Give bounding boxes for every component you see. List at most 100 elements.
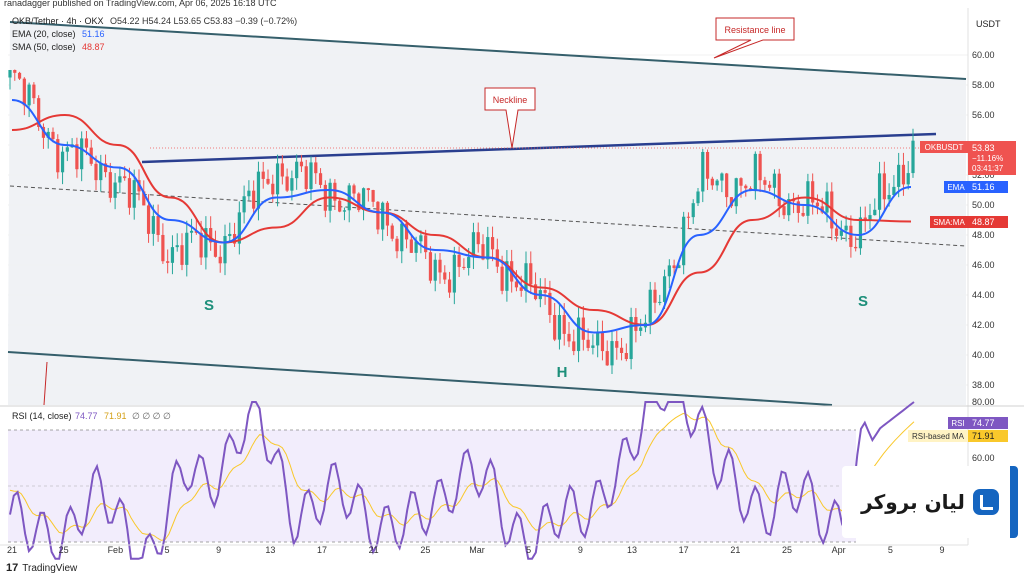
price-tick-label: 40.00	[972, 350, 995, 360]
candle-body	[734, 178, 738, 207]
candle-body	[99, 163, 103, 181]
candle-body	[710, 178, 714, 186]
candle-body	[438, 259, 442, 273]
time-tick-label: 9	[578, 545, 583, 555]
candle-body	[715, 180, 719, 186]
candle-body	[256, 171, 261, 209]
head-label: H	[557, 364, 568, 381]
candle-body	[385, 202, 390, 226]
price-tag-countdown: 03:41:37	[972, 164, 1004, 173]
candle-body	[686, 216, 691, 218]
candle-body	[8, 70, 12, 78]
sma-tag-value: 48.87	[972, 217, 995, 227]
footer-name: TradingView	[22, 562, 78, 574]
time-tick-label: 21	[7, 545, 17, 555]
ohlc-readout: O54.22 H54.24 L53.65 C53.83 −0.39 (−0.72…	[110, 16, 297, 26]
candle-body	[849, 225, 853, 247]
candle-body	[357, 193, 361, 211]
rsi-ma-tag-name: RSI-based MA	[912, 432, 965, 441]
candle-body	[815, 202, 820, 207]
time-tick-label: 5	[888, 545, 893, 555]
candle-body	[414, 241, 418, 253]
sma-tag-name: SMA:MA	[933, 218, 965, 227]
price-tick-label: 50.00	[972, 200, 995, 210]
candle-body	[333, 182, 337, 201]
candle-body	[901, 164, 906, 185]
brand-logo-icon	[972, 489, 999, 515]
candle-body	[204, 228, 208, 258]
candle-body	[725, 173, 729, 198]
candle-body	[811, 181, 815, 203]
resistance-line	[9, 21, 967, 80]
price-tick-label: 56.00	[972, 110, 995, 120]
candle-body	[658, 301, 662, 303]
candle-body	[443, 272, 447, 280]
candle-body	[782, 206, 786, 216]
ema-line	[11, 99, 912, 334]
candle-body	[123, 176, 127, 179]
candle-body	[533, 284, 538, 300]
candle-body	[624, 353, 628, 360]
resistance-callout-box	[713, 17, 795, 59]
candle-body	[605, 351, 609, 366]
ema-legend-value: 51.16	[82, 29, 105, 39]
candle-body	[586, 339, 590, 348]
candle-body	[118, 176, 122, 183]
candle-body	[170, 247, 175, 263]
candle-body	[591, 345, 595, 348]
candle-body	[639, 327, 643, 331]
candle-body	[46, 131, 50, 138]
tradingview-logo-icon: 17	[6, 562, 19, 574]
candle-body	[834, 228, 839, 236]
rsi-ma-tag-name-bg	[908, 430, 968, 442]
price-tick-label: 48.00	[972, 230, 995, 240]
candle-body	[189, 230, 194, 233]
candle-body	[768, 184, 772, 188]
rsi-tick-label: 80.00	[972, 397, 995, 407]
candle-body	[854, 246, 858, 249]
candle-body	[576, 317, 581, 352]
candle-body	[911, 140, 915, 174]
candle-body	[882, 173, 886, 200]
time-tick-label: 5	[164, 545, 169, 555]
time-axis: 21 25 Feb 5 9 13 17 21 25 Mar 5 9 13 17 21 25 Apr 5 9	[0, 544, 968, 555]
candle-body	[557, 315, 562, 340]
sma-legend: SMA (50, close)	[12, 42, 76, 52]
candle-body	[428, 252, 433, 281]
candle-body	[60, 151, 65, 173]
axis-currency: USDT	[976, 19, 1001, 29]
candle-body	[672, 265, 676, 269]
candle-body	[409, 239, 413, 253]
candle-body	[600, 331, 605, 352]
candle-body	[424, 235, 428, 253]
time-tick-label: 21	[730, 545, 740, 555]
support-line	[7, 351, 833, 406]
candle-body	[199, 232, 203, 258]
candle-body	[285, 176, 289, 191]
time-tick-label: Apr	[832, 545, 846, 555]
right-shoulder-label: S	[858, 293, 868, 310]
candle-body	[696, 191, 700, 204]
candle-body	[667, 265, 671, 277]
candle-body	[729, 197, 734, 207]
candle-body	[166, 261, 170, 263]
candle-body	[161, 234, 165, 262]
candle-body	[103, 163, 108, 173]
candle-body	[361, 188, 366, 211]
candle-body	[94, 163, 98, 181]
candle-body	[825, 191, 829, 213]
candle-body	[744, 185, 748, 189]
candle-body	[877, 173, 882, 210]
candle-body	[505, 261, 509, 291]
candle-body	[271, 183, 275, 195]
candle-body	[151, 216, 155, 234]
candle-body	[295, 161, 299, 179]
candle-body	[132, 180, 136, 208]
candle-body	[801, 212, 805, 216]
candle-body	[596, 331, 600, 346]
neckline-callout-label: Neckline	[493, 95, 528, 105]
time-tick-label: 13	[265, 545, 275, 555]
rsi-tag-bg	[968, 417, 1008, 429]
candle-body	[758, 153, 762, 181]
